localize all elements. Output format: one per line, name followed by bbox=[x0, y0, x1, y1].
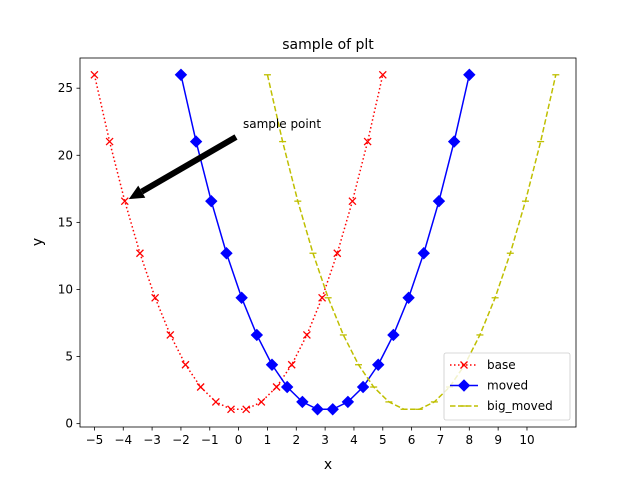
annotation-arrow-head bbox=[128, 185, 146, 200]
data-point-base-1 bbox=[105, 137, 114, 146]
legend-marker-base bbox=[460, 361, 468, 369]
data-point-base-5 bbox=[166, 330, 175, 339]
data-point-moved-18 bbox=[447, 135, 461, 148]
y-tick-label: 10 bbox=[58, 282, 73, 296]
plot-area bbox=[90, 68, 560, 416]
y-tick-label: 20 bbox=[58, 148, 73, 162]
x-axis-label: x bbox=[324, 457, 332, 473]
data-point-moved-9 bbox=[311, 403, 324, 416]
legend-label-base: base bbox=[487, 358, 516, 372]
y-tick-label: 15 bbox=[58, 215, 73, 229]
annotation: sample point bbox=[128, 117, 321, 200]
x-tick-label: −3 bbox=[143, 433, 161, 447]
x-tick-label: 2 bbox=[292, 433, 300, 447]
data-point-moved-6 bbox=[265, 358, 279, 371]
legend-label-moved: moved bbox=[487, 379, 528, 393]
data-point-moved-11 bbox=[341, 395, 355, 409]
x-tick-label: −2 bbox=[172, 433, 190, 447]
legend: base moved big_moved bbox=[443, 352, 571, 421]
annotation-arrow-shaft bbox=[140, 134, 238, 195]
data-point-base-17 bbox=[348, 197, 357, 206]
x-tick-label: 7 bbox=[437, 433, 445, 447]
legend-label-big_moved: big_moved bbox=[487, 399, 553, 413]
y-tick-label: 0 bbox=[65, 417, 73, 431]
chart-title: sample of plt bbox=[282, 37, 374, 53]
x-tick-label: 5 bbox=[379, 433, 387, 447]
x-tick-label: 10 bbox=[519, 433, 534, 447]
data-point-moved-10 bbox=[326, 403, 339, 416]
annotation-text: sample point bbox=[243, 117, 321, 131]
data-point-moved-1 bbox=[189, 135, 203, 148]
x-tick-label: 4 bbox=[350, 433, 358, 447]
axes-frame bbox=[79, 57, 577, 428]
data-point-moved-19 bbox=[463, 68, 476, 81]
data-point-base-8 bbox=[211, 397, 220, 406]
series-line-base bbox=[93, 74, 384, 411]
data-point-moved-4 bbox=[235, 291, 248, 304]
data-point-moved-7 bbox=[280, 380, 294, 394]
data-point-base-18 bbox=[363, 137, 372, 146]
series-big_moved bbox=[263, 74, 560, 411]
series-line-moved bbox=[180, 74, 471, 411]
data-point-moved-17 bbox=[432, 194, 446, 208]
data-point-base-14 bbox=[302, 330, 311, 339]
x-tick-label: 3 bbox=[321, 433, 329, 447]
data-point-base-7 bbox=[196, 383, 205, 391]
legend-marker-moved bbox=[457, 379, 471, 392]
data-point-moved-0 bbox=[174, 68, 188, 81]
x-tick-label: 0 bbox=[235, 433, 243, 447]
data-point-base-10 bbox=[242, 405, 251, 414]
data-point-base-13 bbox=[287, 360, 296, 369]
x-tick-label: −1 bbox=[201, 433, 219, 447]
x-tick-label: −5 bbox=[86, 433, 104, 447]
x-tick-label: 6 bbox=[408, 433, 416, 447]
data-point-base-16 bbox=[333, 249, 342, 258]
data-point-moved-12 bbox=[356, 380, 370, 394]
data-point-moved-8 bbox=[296, 395, 309, 409]
data-point-base-0 bbox=[90, 70, 99, 79]
data-point-base-12 bbox=[272, 383, 281, 391]
y-tick-label: 5 bbox=[65, 350, 73, 364]
legend-box bbox=[443, 352, 571, 421]
data-point-moved-16 bbox=[417, 247, 430, 260]
y-tick-label: 25 bbox=[58, 81, 73, 95]
data-point-moved-3 bbox=[220, 247, 233, 260]
data-point-moved-5 bbox=[250, 328, 264, 342]
data-point-moved-15 bbox=[402, 291, 415, 304]
x-tick-label: 9 bbox=[494, 433, 502, 447]
data-point-moved-2 bbox=[205, 194, 218, 208]
series-line-big_moved bbox=[266, 74, 557, 411]
data-point-base-19 bbox=[378, 70, 387, 79]
data-point-base-11 bbox=[257, 397, 266, 406]
data-point-base-3 bbox=[135, 249, 144, 258]
series-base bbox=[90, 70, 387, 414]
series-moved bbox=[174, 68, 476, 416]
data-point-base-6 bbox=[181, 360, 190, 369]
x-tick-label: 1 bbox=[264, 433, 272, 447]
data-point-base-2 bbox=[120, 197, 129, 206]
data-point-moved-13 bbox=[372, 358, 385, 371]
data-point-base-9 bbox=[227, 405, 235, 414]
x-tick-label: 8 bbox=[465, 433, 473, 447]
y-axis-label: y bbox=[30, 238, 46, 246]
data-point-base-4 bbox=[151, 293, 160, 302]
axes: −5 −4 −3 −2 −1 0 1 2 3 4 5 6 7 8 9 10 0 5 10 15 20 25 bbox=[58, 57, 577, 447]
x-tick-label: −4 bbox=[114, 433, 132, 447]
data-point-base-15 bbox=[318, 293, 327, 302]
data-point-moved-14 bbox=[387, 328, 400, 342]
